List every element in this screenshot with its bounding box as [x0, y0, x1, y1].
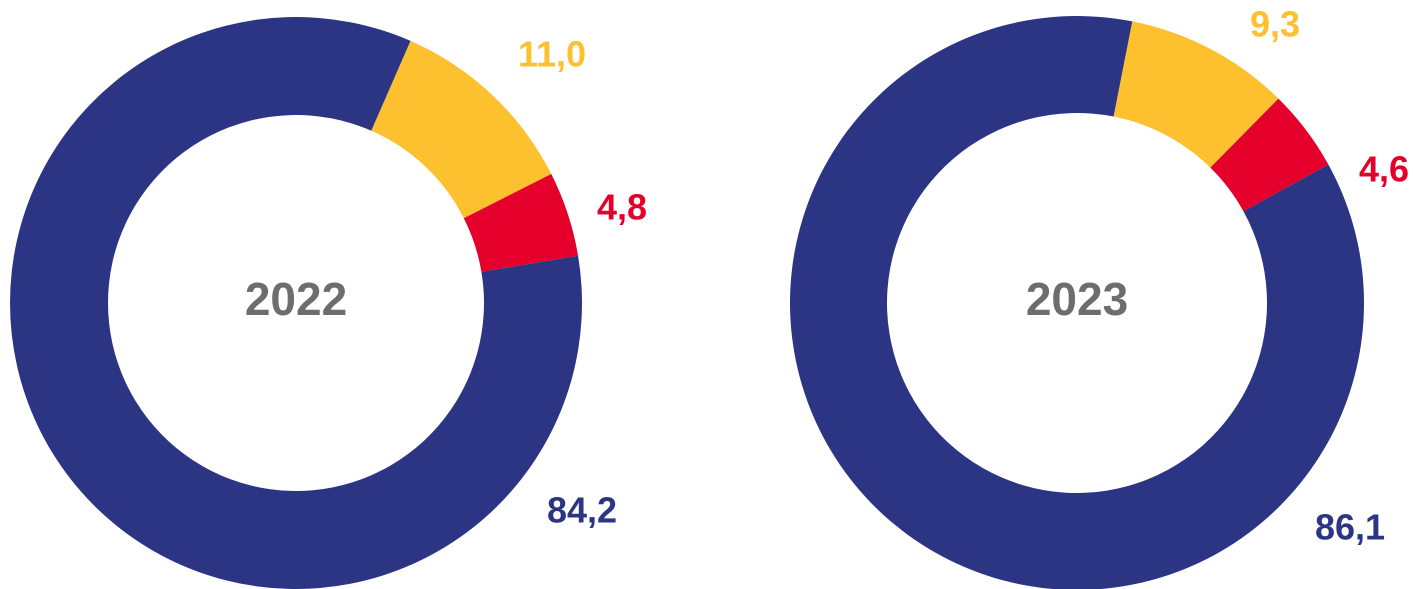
donut-segment [1210, 98, 1329, 212]
donut-segment [790, 16, 1364, 589]
donut-segment [371, 40, 552, 219]
donut-segment [1113, 21, 1279, 168]
value-label: 4,8 [597, 187, 647, 228]
donut-segment [10, 17, 582, 589]
chart-title: 2022 [245, 273, 347, 325]
donut-segment [463, 174, 579, 272]
value-label: 4,6 [1359, 149, 1409, 190]
value-label: 84,2 [547, 490, 617, 531]
chart-title: 2023 [1026, 273, 1128, 325]
value-label: 86,1 [1315, 507, 1385, 548]
value-label: 9,3 [1250, 4, 1300, 45]
value-label: 11,0 [518, 34, 586, 75]
